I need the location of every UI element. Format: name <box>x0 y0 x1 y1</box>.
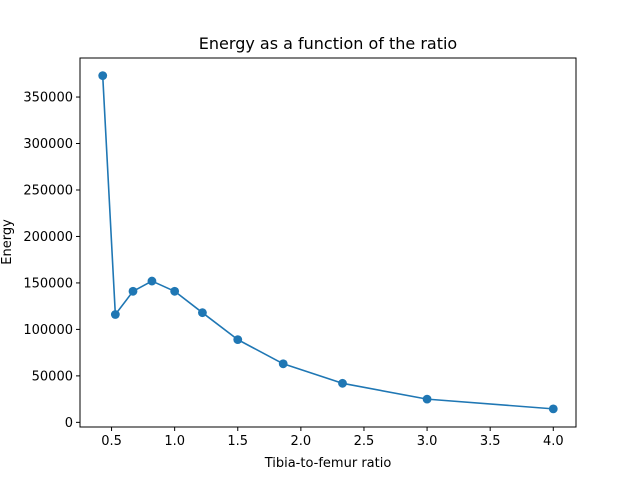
x-tick-label: 3.5 <box>480 434 501 449</box>
y-tick-label: 50000 <box>32 369 73 384</box>
series-line <box>101 75 554 410</box>
data-point <box>278 359 288 369</box>
series-layer <box>98 71 558 414</box>
data-point <box>147 276 157 286</box>
y-tick-label: 300000 <box>23 137 73 152</box>
data-point <box>548 404 558 414</box>
x-axis-ticks: 0.5 1.0 1.5 2.0 2.5 3.0 3.5 4.0 <box>101 427 564 449</box>
y-tick-label: 200000 <box>23 230 73 245</box>
data-point <box>422 394 432 404</box>
x-axis-label: Tibia-to-femur ratio <box>264 456 392 471</box>
data-point <box>198 308 207 318</box>
y-tick-label: 100000 <box>23 323 73 338</box>
y-tick-label: 250000 <box>23 183 73 198</box>
data-point <box>98 71 108 81</box>
y-tick-label: 150000 <box>23 276 73 291</box>
data-point <box>233 335 243 345</box>
plot-area <box>79 57 577 428</box>
x-tick-label: 0.5 <box>101 434 122 449</box>
x-tick-label: 1.0 <box>164 434 185 449</box>
data-point <box>338 378 347 388</box>
y-axis-ticks: 0 50000 100000 150000 200000 250000 300000 3500… <box>23 91 80 431</box>
x-tick-label: 3.0 <box>417 434 438 449</box>
x-tick-label: 2.0 <box>291 434 312 449</box>
data-point <box>170 286 180 296</box>
y-tick-label: 350000 <box>23 91 73 106</box>
x-tick-label: 2.5 <box>354 434 375 449</box>
data-point <box>128 286 138 296</box>
x-tick-label: 4.0 <box>543 434 564 449</box>
y-axis-label: Energy <box>0 219 15 265</box>
x-tick-label: 1.5 <box>227 434 248 449</box>
chart-title: Energy as a function of the ratio <box>199 34 457 53</box>
y-tick-label: 0 <box>65 416 73 431</box>
data-point <box>110 310 120 319</box>
